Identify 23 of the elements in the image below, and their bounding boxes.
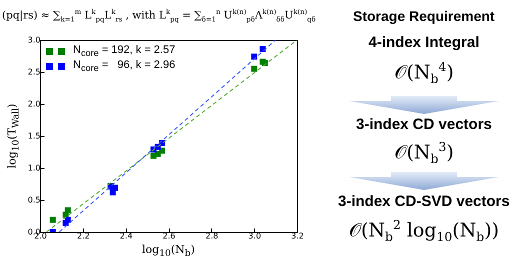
point — [64, 207, 71, 214]
text: 𝒪(N$_{b}$$^{4}$) — [394, 60, 454, 86]
point — [260, 46, 266, 52]
point — [64, 216, 71, 223]
text: 4-index Integral — [368, 34, 480, 51]
y-tick-label: 2.0 — [28, 100, 40, 108]
y-tick-label: 1.5 — [28, 132, 40, 140]
y-tick-label: 2.5 — [28, 68, 40, 76]
point — [251, 66, 258, 72]
text: Storage Requirement — [353, 8, 495, 24]
text: 3-index CD vectors — [356, 116, 492, 133]
x-tick-label: 3.2 — [291, 232, 304, 240]
text: 𝒪(N$_{b}$$^{2}$ log$_{10}$(N$_{b}$)) — [349, 218, 500, 244]
text: 3-index CD-SVD vectors — [338, 193, 510, 210]
y-tick-label: 0.5 — [28, 196, 40, 204]
point — [50, 216, 56, 223]
point — [251, 54, 258, 60]
y-tick-label: 3.0 — [28, 36, 40, 44]
text: 𝒪(N$_{b}$$^{3}$) — [394, 140, 454, 166]
legend-label: N$_{core}$ = 192, k = 2.57 — [73, 44, 176, 59]
y-tick-label: 1.0 — [28, 164, 40, 172]
x-axis-title: log$_{10}$(N$_{b}$) — [142, 243, 195, 260]
legend-label: N$_{core}$ = 96, k = 2.96 — [73, 59, 176, 74]
